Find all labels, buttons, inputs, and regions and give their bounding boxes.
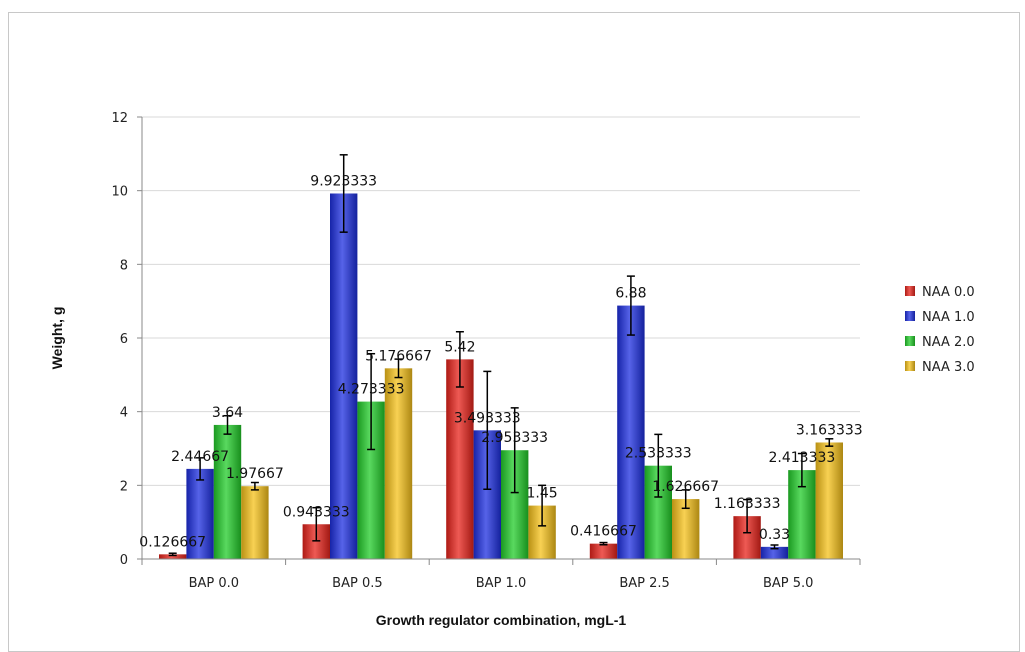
- data-label: 1.97667: [226, 466, 284, 482]
- bar: [617, 305, 645, 559]
- legend-swatch: [905, 286, 915, 296]
- bar: [589, 543, 618, 559]
- data-label: 3.163333: [796, 422, 863, 438]
- x-tick-label: BAP 5.0: [763, 576, 813, 591]
- data-label: 1.626667: [652, 479, 719, 495]
- bar: [815, 442, 843, 559]
- y-tick-label: 8: [120, 258, 128, 273]
- data-label: 0.943333: [283, 504, 350, 520]
- legend: NAA 0.0 NAA 1.0 NAA 2.0 NAA 3.0: [905, 285, 975, 375]
- data-label: 5.176667: [365, 348, 432, 364]
- y-tick-label: 10: [111, 185, 128, 200]
- bar: [384, 368, 413, 559]
- data-label: 2.953333: [481, 430, 548, 446]
- legend-swatch: [905, 311, 915, 321]
- y-tick-label: 0: [120, 553, 128, 568]
- data-label: 2.44667: [171, 449, 229, 465]
- data-label: 0.416667: [570, 524, 637, 540]
- x-tick-label: BAP 2.5: [619, 576, 669, 591]
- legend-swatch: [905, 336, 915, 346]
- x-tick-label: BAP 0.0: [189, 576, 239, 591]
- legend-label: NAA 0.0: [922, 285, 975, 300]
- data-label: 2.413333: [768, 450, 835, 466]
- y-tick-label: 4: [120, 406, 128, 421]
- axes: 0 2 4 6 8 10 12 BAP 0.0 BAP 0.5 BAP 1.0 BAP 2.5 BAP…: [111, 111, 861, 591]
- data-label: 2.533333: [625, 446, 692, 462]
- x-tick-label: BAP 1.0: [476, 576, 526, 591]
- data-labels: 0.126667 2.44667 3.64 1.97667 0.943333 9.9233…: [139, 173, 862, 550]
- data-label: 1.163333: [714, 496, 781, 512]
- bar: [672, 499, 700, 559]
- data-label: 4.273333: [338, 382, 405, 398]
- y-tick-label: 6: [120, 332, 128, 347]
- data-label: 3.493333: [454, 410, 521, 426]
- data-label: 0.33: [759, 527, 790, 543]
- y-axis-title: Weight, g: [49, 307, 65, 370]
- data-label: 9.923333: [310, 173, 377, 189]
- bar: [330, 193, 358, 559]
- data-label: 6.88: [615, 286, 646, 302]
- bar: [186, 468, 214, 559]
- bars: [159, 154, 843, 559]
- legend-label: NAA 2.0: [922, 335, 975, 350]
- data-label: 5.42: [444, 339, 475, 355]
- y-tick-label: 2: [120, 479, 128, 494]
- data-label: 0.126667: [139, 534, 206, 550]
- bar: [241, 486, 269, 559]
- bar: [760, 546, 789, 559]
- legend-label: NAA 3.0: [922, 360, 975, 375]
- legend-swatch: [905, 361, 915, 371]
- bar: [213, 424, 242, 559]
- data-label: 1.45: [527, 486, 558, 502]
- x-tick-label: BAP 0.5: [332, 576, 382, 591]
- bar: [159, 554, 187, 559]
- bar: [446, 359, 474, 559]
- y-tick-label: 12: [111, 111, 128, 126]
- data-label: 3.64: [212, 405, 243, 421]
- gridlines: [142, 116, 860, 486]
- x-axis-title: Growth regulator combination, mgL-1: [376, 612, 627, 628]
- legend-label: NAA 1.0: [922, 310, 975, 325]
